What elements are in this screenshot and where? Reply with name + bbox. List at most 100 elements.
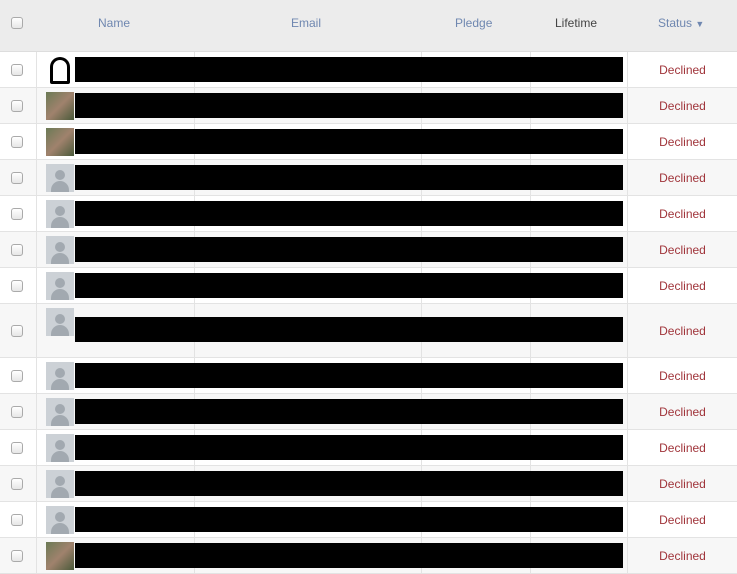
status-label: Status [658, 16, 693, 30]
status-declined: Declined [659, 171, 706, 185]
default-user-icon [55, 314, 65, 324]
row-checkbox[interactable] [11, 208, 23, 220]
status-declined: Declined [659, 135, 706, 149]
default-user-icon [55, 170, 65, 180]
status-declined: Declined [659, 99, 706, 113]
row-checkbox[interactable] [11, 514, 23, 526]
column-divider [627, 358, 628, 393]
column-divider [627, 232, 628, 267]
pledge-column-header[interactable]: Pledge [455, 16, 493, 30]
status-declined: Declined [659, 207, 706, 221]
avatar[interactable] [46, 506, 74, 534]
row-checkbox[interactable] [11, 64, 23, 76]
name-column-header[interactable]: Name [98, 16, 131, 30]
avatar[interactable] [46, 308, 74, 336]
row-checkbox[interactable] [11, 550, 23, 562]
redacted-member-info [75, 317, 623, 342]
table-row[interactable]: Declined [0, 268, 737, 304]
row-checkbox[interactable] [11, 370, 23, 382]
select-all-checkbox[interactable] [11, 17, 23, 29]
column-divider [627, 196, 628, 231]
row-checkbox[interactable] [11, 478, 23, 490]
column-divider [627, 304, 628, 357]
avatar[interactable] [46, 542, 74, 570]
table-header: Name Email Pledge Lifetime Status ▼ [0, 0, 737, 52]
avatar[interactable] [46, 128, 74, 156]
default-user-body [51, 217, 69, 228]
avatar[interactable] [46, 56, 74, 84]
avatar[interactable] [46, 398, 74, 426]
redacted-member-info [75, 237, 623, 262]
avatar[interactable] [46, 200, 74, 228]
column-divider [36, 466, 37, 501]
redacted-member-info [75, 129, 623, 154]
table-row[interactable]: Declined [0, 196, 737, 232]
row-checkbox[interactable] [11, 244, 23, 256]
table-row[interactable]: Declined [0, 304, 737, 358]
avatar[interactable] [46, 362, 74, 390]
redacted-member-info [75, 93, 623, 118]
default-user-body [51, 325, 69, 336]
row-checkbox[interactable] [11, 172, 23, 184]
default-user-body [51, 253, 69, 264]
column-divider [627, 52, 628, 87]
lifetime-column-header[interactable]: Lifetime [555, 16, 598, 30]
redacted-member-info [75, 399, 623, 424]
default-user-body [51, 415, 69, 426]
status-declined: Declined [659, 324, 706, 338]
column-divider [627, 88, 628, 123]
default-user-body [51, 181, 69, 192]
default-user-icon [55, 368, 65, 378]
default-user-body [51, 451, 69, 462]
default-user-icon [55, 512, 65, 522]
redacted-member-info [75, 471, 623, 496]
default-user-icon [55, 476, 65, 486]
row-checkbox[interactable] [11, 442, 23, 454]
row-checkbox[interactable] [11, 406, 23, 418]
table-row[interactable]: Declined [0, 394, 737, 430]
table-row[interactable]: Declined [0, 538, 737, 574]
column-divider [627, 502, 628, 537]
status-column-header[interactable]: Status ▼ [658, 16, 704, 30]
column-divider [627, 394, 628, 429]
email-column-header[interactable]: Email [291, 16, 322, 30]
avatar[interactable] [46, 470, 74, 498]
status-declined: Declined [659, 549, 706, 563]
column-divider [627, 430, 628, 465]
column-divider [36, 196, 37, 231]
status-declined: Declined [659, 63, 706, 77]
table-row[interactable]: Declined [0, 502, 737, 538]
table-row[interactable]: Declined [0, 466, 737, 502]
column-divider [36, 88, 37, 123]
column-divider [627, 538, 628, 573]
table-row[interactable]: Declined [0, 124, 737, 160]
column-divider [627, 268, 628, 303]
column-divider [36, 268, 37, 303]
column-divider [627, 160, 628, 195]
row-checkbox[interactable] [11, 280, 23, 292]
status-declined: Declined [659, 405, 706, 419]
row-checkbox[interactable] [11, 136, 23, 148]
redacted-member-info [75, 165, 623, 190]
avatar[interactable] [46, 92, 74, 120]
table-row[interactable]: Declined [0, 160, 737, 196]
default-user-body [51, 523, 69, 534]
default-user-icon [55, 404, 65, 414]
table-row[interactable]: Declined [0, 232, 737, 268]
avatar[interactable] [46, 236, 74, 264]
row-checkbox[interactable] [11, 325, 23, 337]
status-declined: Declined [659, 513, 706, 527]
table-row[interactable]: Declined [0, 88, 737, 124]
avatar[interactable] [46, 164, 74, 192]
table-row[interactable]: Declined [0, 358, 737, 394]
avatar[interactable] [46, 434, 74, 462]
column-divider [36, 502, 37, 537]
row-checkbox[interactable] [11, 100, 23, 112]
avatar[interactable] [46, 272, 74, 300]
redacted-member-info [75, 507, 623, 532]
default-user-icon [55, 206, 65, 216]
column-divider [36, 538, 37, 573]
status-declined: Declined [659, 369, 706, 383]
table-row[interactable]: Declined [0, 52, 737, 88]
table-row[interactable]: Declined [0, 430, 737, 466]
